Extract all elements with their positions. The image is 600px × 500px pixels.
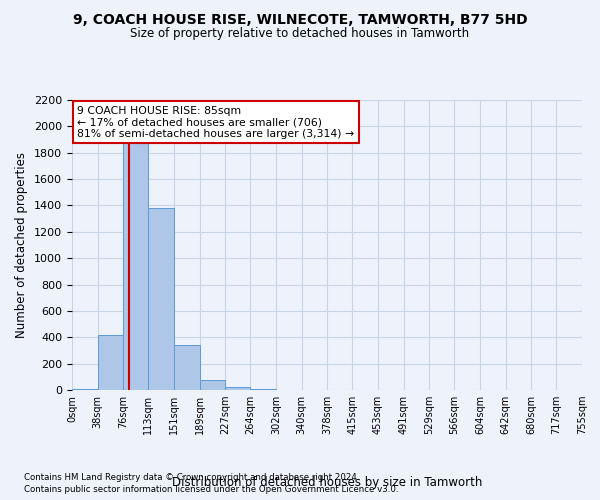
Bar xyxy=(174,345,200,390)
Text: 9, COACH HOUSE RISE, WILNECOTE, TAMWORTH, B77 5HD: 9, COACH HOUSE RISE, WILNECOTE, TAMWORTH… xyxy=(73,12,527,26)
Text: Size of property relative to detached houses in Tamworth: Size of property relative to detached ho… xyxy=(130,28,470,40)
Bar xyxy=(72,388,98,390)
Text: Contains HM Land Registry data © Crown copyright and database right 2024.: Contains HM Land Registry data © Crown c… xyxy=(24,472,359,482)
Bar xyxy=(226,386,250,390)
Bar xyxy=(250,388,276,390)
Bar xyxy=(124,120,148,390)
Bar xyxy=(200,380,226,390)
Bar xyxy=(98,334,124,390)
X-axis label: Distribution of detached houses by size in Tamworth: Distribution of detached houses by size … xyxy=(172,476,482,489)
Bar xyxy=(148,208,174,390)
Text: Contains public sector information licensed under the Open Government Licence v3: Contains public sector information licen… xyxy=(24,485,398,494)
Text: 9 COACH HOUSE RISE: 85sqm
← 17% of detached houses are smaller (706)
81% of semi: 9 COACH HOUSE RISE: 85sqm ← 17% of detac… xyxy=(77,106,354,139)
Y-axis label: Number of detached properties: Number of detached properties xyxy=(16,152,28,338)
